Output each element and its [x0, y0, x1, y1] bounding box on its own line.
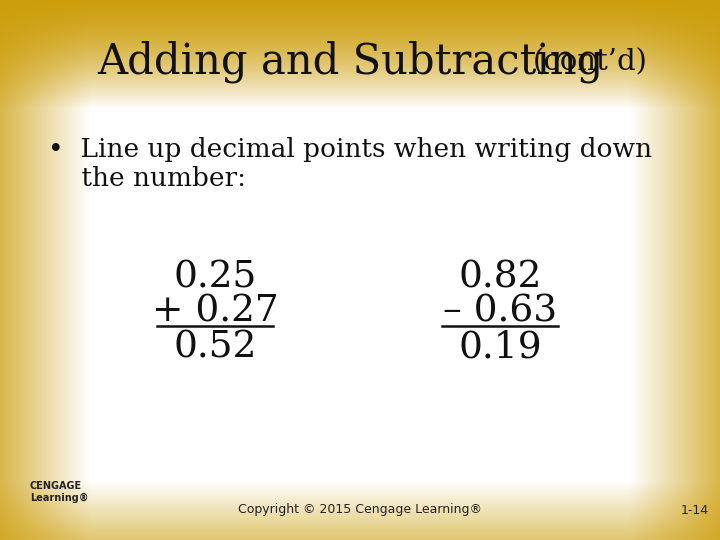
- Text: CENGAGE
Learning®: CENGAGE Learning®: [30, 481, 89, 503]
- Text: – 0.63: – 0.63: [443, 294, 557, 330]
- Text: 0.19: 0.19: [458, 330, 542, 366]
- Text: •  Line up decimal points when writing down: • Line up decimal points when writing do…: [48, 138, 652, 163]
- Text: Adding and Subtracting: Adding and Subtracting: [96, 40, 603, 83]
- Text: 1-14: 1-14: [681, 503, 709, 516]
- Text: 0.52: 0.52: [174, 330, 257, 366]
- Text: 0.25: 0.25: [174, 260, 257, 296]
- Text: 0.82: 0.82: [459, 260, 541, 296]
- Text: (cont’d): (cont’d): [533, 48, 647, 76]
- Text: the number:: the number:: [48, 165, 246, 191]
- Text: Copyright © 2015 Cengage Learning®: Copyright © 2015 Cengage Learning®: [238, 503, 482, 516]
- Text: + 0.27: + 0.27: [152, 294, 279, 330]
